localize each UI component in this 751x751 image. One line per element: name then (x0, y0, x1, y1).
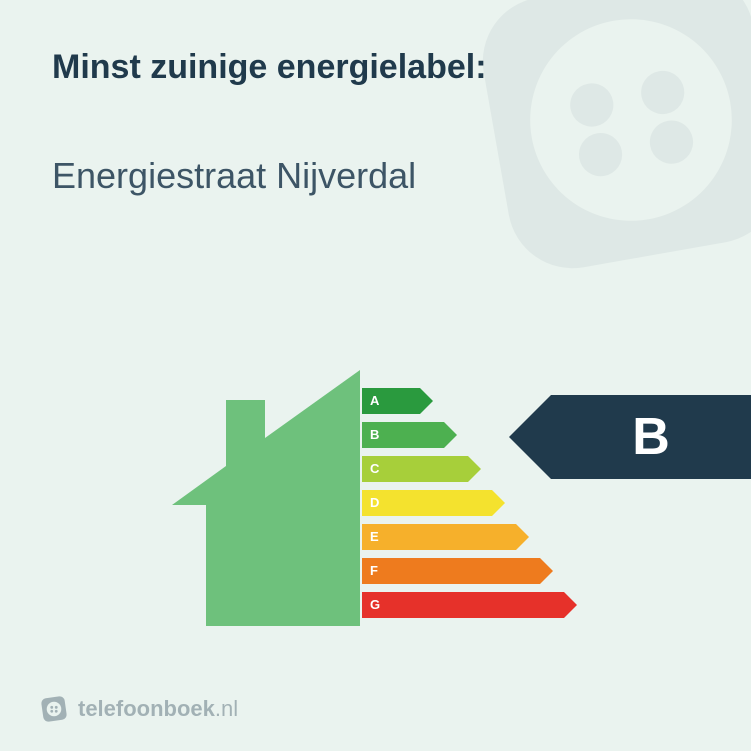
bar-shape (362, 592, 577, 618)
brand-text: telefoonboek.nl (78, 696, 238, 722)
bar-shape (362, 524, 529, 550)
pointer-letter: B (632, 407, 670, 467)
bar-label: E (370, 524, 379, 550)
house-shape (172, 370, 360, 626)
bar-shape (362, 456, 481, 482)
bar-label: F (370, 558, 378, 584)
pointer-body: B (551, 395, 751, 479)
bar-shape (362, 490, 505, 516)
footer-brand: telefoonboek.nl (40, 695, 238, 723)
brand-icon (40, 695, 68, 723)
bar-label: G (370, 592, 380, 618)
brand-name-bold: telefoonboek (78, 696, 215, 721)
bar-label: B (370, 422, 379, 448)
bar-label: A (370, 388, 379, 414)
brand-name-tld: .nl (215, 696, 238, 721)
bar-label: C (370, 456, 379, 482)
house-icon (152, 370, 360, 630)
page-title: Minst zuinige energielabel: (52, 48, 487, 87)
bar-label: D (370, 490, 379, 516)
page-subtitle: Energiestraat Nijverdal (52, 155, 416, 197)
pointer-arrow (509, 395, 551, 479)
bar-shape (362, 558, 553, 584)
